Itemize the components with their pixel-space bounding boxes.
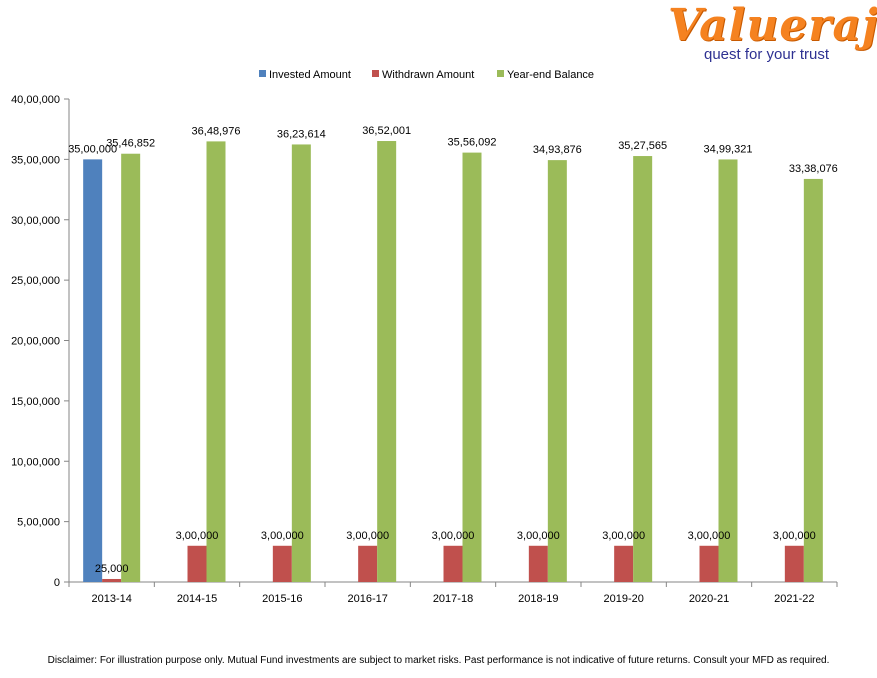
legend-label: Year-end Balance [507, 69, 594, 81]
bar-year-end-balance-2015-16 [291, 144, 311, 582]
valueraj-logo: Valueraj quest for your trust [668, 2, 877, 66]
y-tick-label: 30,00,000 [11, 215, 60, 227]
bar-year-end-balance-2013-14 [121, 153, 141, 582]
data-label: 35,27,565 [618, 140, 667, 152]
y-tick-label: 20,00,000 [11, 336, 60, 348]
x-tick-label: 2018-19 [518, 593, 558, 605]
chart-legend: Invested Amount Withdrawn Amount Year-end … [259, 69, 594, 81]
y-tick-label: 15,00,000 [11, 396, 60, 408]
y-axis: 0 5,00,000 10,00,000 15,00,000 20,00,000 25,0… [11, 94, 70, 589]
data-label: 3,00,000 [176, 530, 219, 542]
data-label: 3,00,000 [432, 530, 475, 542]
disclaimer-text: Disclaimer: For illustration purpose onl… [47, 655, 830, 666]
data-label: 35,00,000 [68, 143, 117, 155]
legend-swatch [372, 70, 379, 77]
bar-withdrawn-amount-2014-15 [187, 545, 207, 582]
y-tick-label: 25,00,000 [11, 275, 60, 287]
data-label: 36,23,614 [277, 128, 326, 140]
bar-withdrawn-amount-2021-22 [784, 545, 804, 582]
bar-withdrawn-amount-2017-18 [443, 545, 463, 582]
investment-bar-chart: Invested Amount Withdrawn Amount Year-end … [11, 69, 838, 605]
y-tick-label: 40,00,000 [11, 94, 60, 106]
data-label: 3,00,000 [261, 530, 304, 542]
x-tick-label: 2015-16 [262, 593, 302, 605]
bar-withdrawn-amount-2020-21 [699, 545, 719, 582]
data-label: 3,00,000 [688, 530, 731, 542]
data-label: 3,00,000 [517, 530, 560, 542]
y-tick-label: 5,00,000 [17, 517, 60, 529]
bar-withdrawn-amount-2015-16 [272, 545, 292, 582]
legend-label: Withdrawn Amount [382, 69, 474, 81]
x-tick-label: 2020-21 [689, 593, 729, 605]
x-tick-label: 2019-20 [603, 593, 643, 605]
bar-withdrawn-amount-2016-17 [358, 545, 378, 582]
data-label: 36,48,976 [192, 125, 241, 137]
y-tick-label: 10,00,000 [11, 456, 60, 468]
data-label: 34,93,876 [533, 144, 582, 156]
data-label: 33,38,076 [789, 163, 838, 175]
data-label: 35,46,852 [106, 138, 155, 150]
x-tick-label: 2021-22 [774, 593, 814, 605]
x-tick-label: 2014-15 [177, 593, 217, 605]
y-tick-label: 35,00,000 [11, 154, 60, 166]
legend-swatch [259, 70, 266, 77]
logo-tagline: quest for your trust [704, 46, 830, 63]
x-tick-label: 2016-17 [347, 593, 387, 605]
x-axis: 2013-14 2014-15 2015-16 2016-17 2017-18 2018-… [68, 581, 838, 605]
data-label: 34,99,321 [704, 143, 753, 155]
bar-withdrawn-amount-2013-14 [102, 578, 122, 582]
bar-year-end-balance-2014-15 [206, 141, 226, 582]
data-label: 3,00,000 [773, 530, 816, 542]
bar-withdrawn-amount-2018-19 [528, 545, 548, 582]
data-labels: 35,00,000 25,000 3,00,000 3,00,000 3,00,000 3… [68, 125, 838, 575]
data-label: 35,56,092 [448, 137, 497, 149]
bar-year-end-balance-2018-19 [547, 160, 567, 582]
data-label: 36,52,001 [362, 125, 411, 137]
chart-bars [83, 141, 823, 583]
bar-year-end-balance-2021-22 [803, 178, 823, 583]
legend-swatch [497, 70, 504, 77]
data-label: 3,00,000 [346, 530, 389, 542]
data-label: 25,000 [95, 563, 129, 575]
legend-label: Invested Amount [269, 69, 351, 81]
x-tick-label: 2013-14 [91, 593, 131, 605]
data-label: 3,00,000 [602, 530, 645, 542]
bar-invested-amount-2013-14 [83, 159, 103, 582]
bar-year-end-balance-2020-21 [718, 159, 738, 583]
logo-wordmark: Valueraj [668, 0, 877, 51]
bar-year-end-balance-2016-17 [377, 141, 397, 582]
bar-year-end-balance-2017-18 [462, 152, 482, 582]
bar-year-end-balance-2019-20 [633, 156, 653, 583]
y-tick-label: 0 [54, 577, 60, 589]
bar-withdrawn-amount-2019-20 [614, 545, 634, 582]
x-tick-label: 2017-18 [433, 593, 473, 605]
